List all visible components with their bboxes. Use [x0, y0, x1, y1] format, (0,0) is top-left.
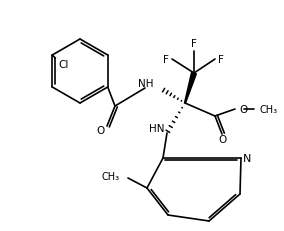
Text: NH: NH: [137, 79, 153, 89]
Text: F: F: [218, 55, 224, 65]
Text: O: O: [96, 125, 104, 135]
Text: Cl: Cl: [58, 60, 68, 70]
Text: F: F: [163, 55, 169, 65]
Text: O: O: [218, 134, 226, 144]
Text: O: O: [239, 105, 247, 115]
Polygon shape: [185, 73, 197, 104]
Text: N: N: [243, 153, 251, 163]
Text: CH₃: CH₃: [102, 171, 120, 181]
Text: HN: HN: [149, 123, 165, 134]
Text: CH₃: CH₃: [259, 105, 277, 115]
Text: F: F: [191, 39, 197, 49]
